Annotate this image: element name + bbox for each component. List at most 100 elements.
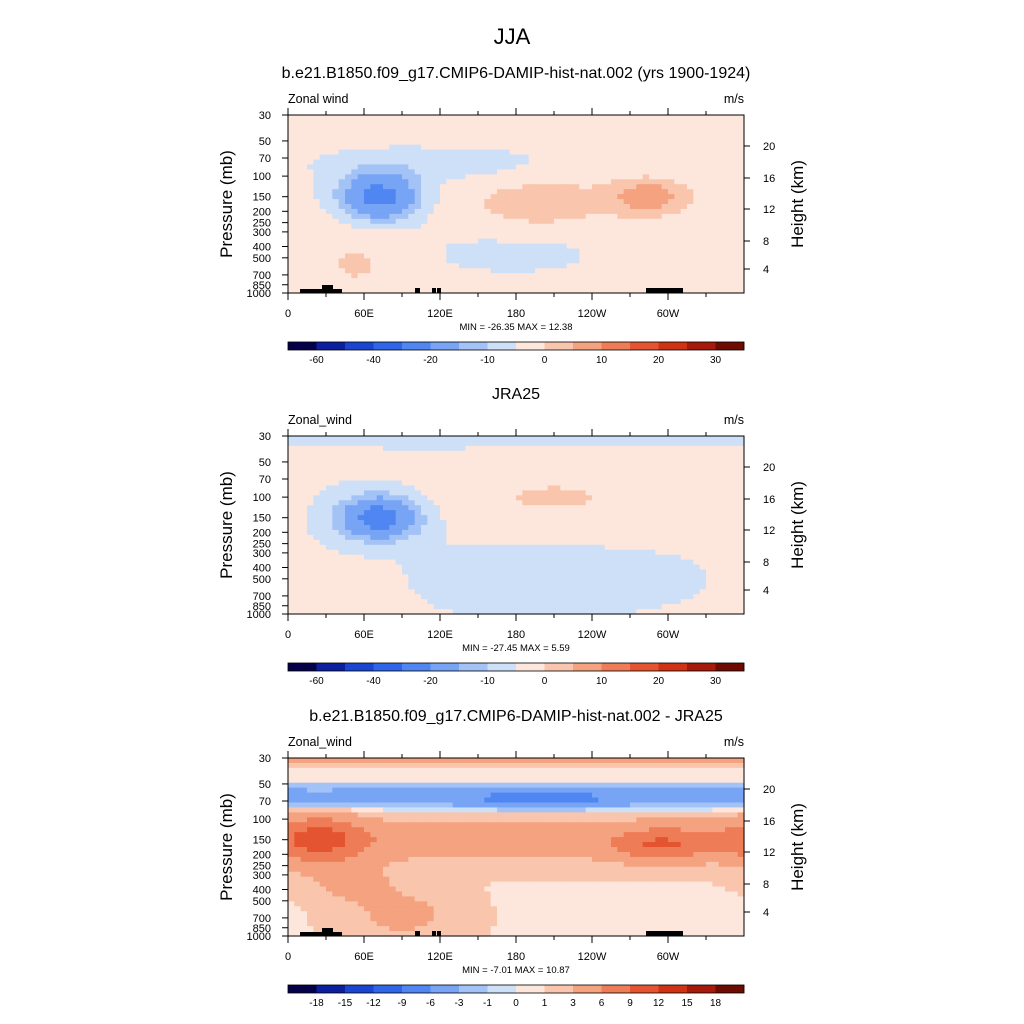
contour-cell bbox=[718, 223, 726, 230]
contour-cell bbox=[642, 258, 650, 264]
contour-cell bbox=[395, 189, 403, 195]
contour-cell bbox=[307, 564, 314, 571]
contour-cell bbox=[307, 124, 314, 131]
contour-cell bbox=[497, 549, 504, 556]
contour-cell bbox=[414, 124, 422, 131]
contour-cell bbox=[408, 465, 416, 472]
contour-cell bbox=[484, 164, 492, 170]
contour-cell bbox=[433, 450, 441, 457]
contour-cell bbox=[668, 460, 675, 467]
contour-cell bbox=[497, 139, 504, 146]
contour-cell bbox=[737, 490, 745, 496]
contour-cell bbox=[706, 564, 713, 571]
contour-cell bbox=[516, 199, 523, 205]
contour-cell bbox=[668, 510, 675, 516]
contour-cell bbox=[522, 500, 530, 506]
contour-cell bbox=[376, 574, 384, 580]
contour-cell bbox=[497, 574, 504, 580]
contour-cell bbox=[478, 119, 485, 126]
contour-cell bbox=[389, 194, 397, 200]
contour-cell bbox=[566, 184, 574, 190]
contour-cell bbox=[427, 564, 435, 571]
contour-cell bbox=[661, 263, 669, 269]
contour-cell bbox=[636, 199, 644, 205]
contour-cell bbox=[484, 574, 492, 580]
contour-cell bbox=[421, 189, 428, 195]
contour-cell bbox=[484, 233, 492, 240]
contour-cell bbox=[357, 159, 365, 166]
contour-cell bbox=[725, 283, 732, 289]
contour-cell bbox=[313, 520, 321, 526]
contour-cell bbox=[465, 233, 473, 240]
contour-cell bbox=[712, 189, 720, 195]
contour-cell bbox=[516, 440, 523, 447]
contour-cell bbox=[560, 253, 568, 259]
contour-cell bbox=[547, 115, 555, 121]
contour-cell bbox=[427, 510, 435, 516]
contour-cell bbox=[712, 455, 720, 462]
contour-cell bbox=[471, 554, 479, 561]
contour-cell bbox=[687, 149, 694, 156]
contour-cell bbox=[313, 470, 321, 477]
contour-cell bbox=[560, 233, 568, 240]
contour-cell bbox=[680, 544, 688, 551]
contour-cell bbox=[509, 184, 517, 190]
contour-cell bbox=[497, 534, 504, 541]
contour-cell bbox=[307, 204, 314, 210]
contour-cell bbox=[326, 450, 333, 457]
contour-cell bbox=[566, 510, 574, 516]
contour-cell bbox=[288, 258, 295, 264]
contour-cell bbox=[300, 549, 308, 556]
contour-cell bbox=[649, 460, 656, 467]
contour-cell bbox=[383, 115, 390, 121]
contour-cell bbox=[585, 238, 593, 245]
contour-cell bbox=[465, 199, 473, 205]
contour-cell bbox=[364, 510, 371, 516]
contour-cell bbox=[471, 124, 479, 131]
contour-cell bbox=[649, 124, 656, 131]
contour-cell bbox=[680, 204, 688, 210]
contour-cell bbox=[503, 584, 511, 590]
contour-cell bbox=[376, 258, 384, 264]
contour-cell bbox=[509, 436, 517, 442]
contour-cell bbox=[592, 574, 599, 580]
contour-cell bbox=[535, 134, 542, 141]
contour-cell bbox=[661, 174, 669, 180]
contour-cell bbox=[617, 520, 625, 526]
contour-cell bbox=[528, 465, 536, 472]
contour-cell bbox=[547, 470, 555, 477]
contour-cell bbox=[655, 436, 663, 442]
contour-cell bbox=[598, 218, 606, 225]
contour-cell bbox=[516, 574, 523, 580]
contour-cell bbox=[478, 243, 485, 250]
contour-cell bbox=[661, 515, 669, 521]
contour-cell bbox=[326, 480, 333, 487]
contour-cell bbox=[687, 179, 694, 185]
contour-cell bbox=[630, 480, 637, 487]
contour-cell bbox=[497, 129, 504, 136]
contour-cell bbox=[490, 470, 498, 477]
contour-cell bbox=[471, 584, 479, 590]
contour-cell bbox=[332, 169, 340, 175]
contour-cell bbox=[414, 450, 422, 457]
contour-cell bbox=[509, 223, 517, 230]
contour-cell bbox=[433, 574, 441, 580]
contour-cell bbox=[338, 564, 346, 571]
contour-cell bbox=[484, 159, 492, 166]
contour-cell bbox=[395, 470, 403, 477]
contour-cell bbox=[541, 164, 549, 170]
contour-cell bbox=[725, 189, 732, 195]
contour-cell bbox=[687, 510, 694, 516]
contour-cell bbox=[326, 500, 333, 506]
contour-cell bbox=[636, 500, 644, 506]
contour-cell bbox=[370, 574, 378, 580]
contour-cell bbox=[319, 119, 327, 126]
contour-cell bbox=[370, 534, 378, 541]
contour-cell bbox=[471, 134, 479, 141]
contour-cell bbox=[408, 500, 416, 506]
contour-cell bbox=[402, 450, 409, 457]
contour-cell bbox=[319, 139, 327, 146]
contour-cell bbox=[319, 189, 327, 195]
contour-cell bbox=[383, 179, 390, 185]
contour-cell bbox=[573, 119, 580, 126]
